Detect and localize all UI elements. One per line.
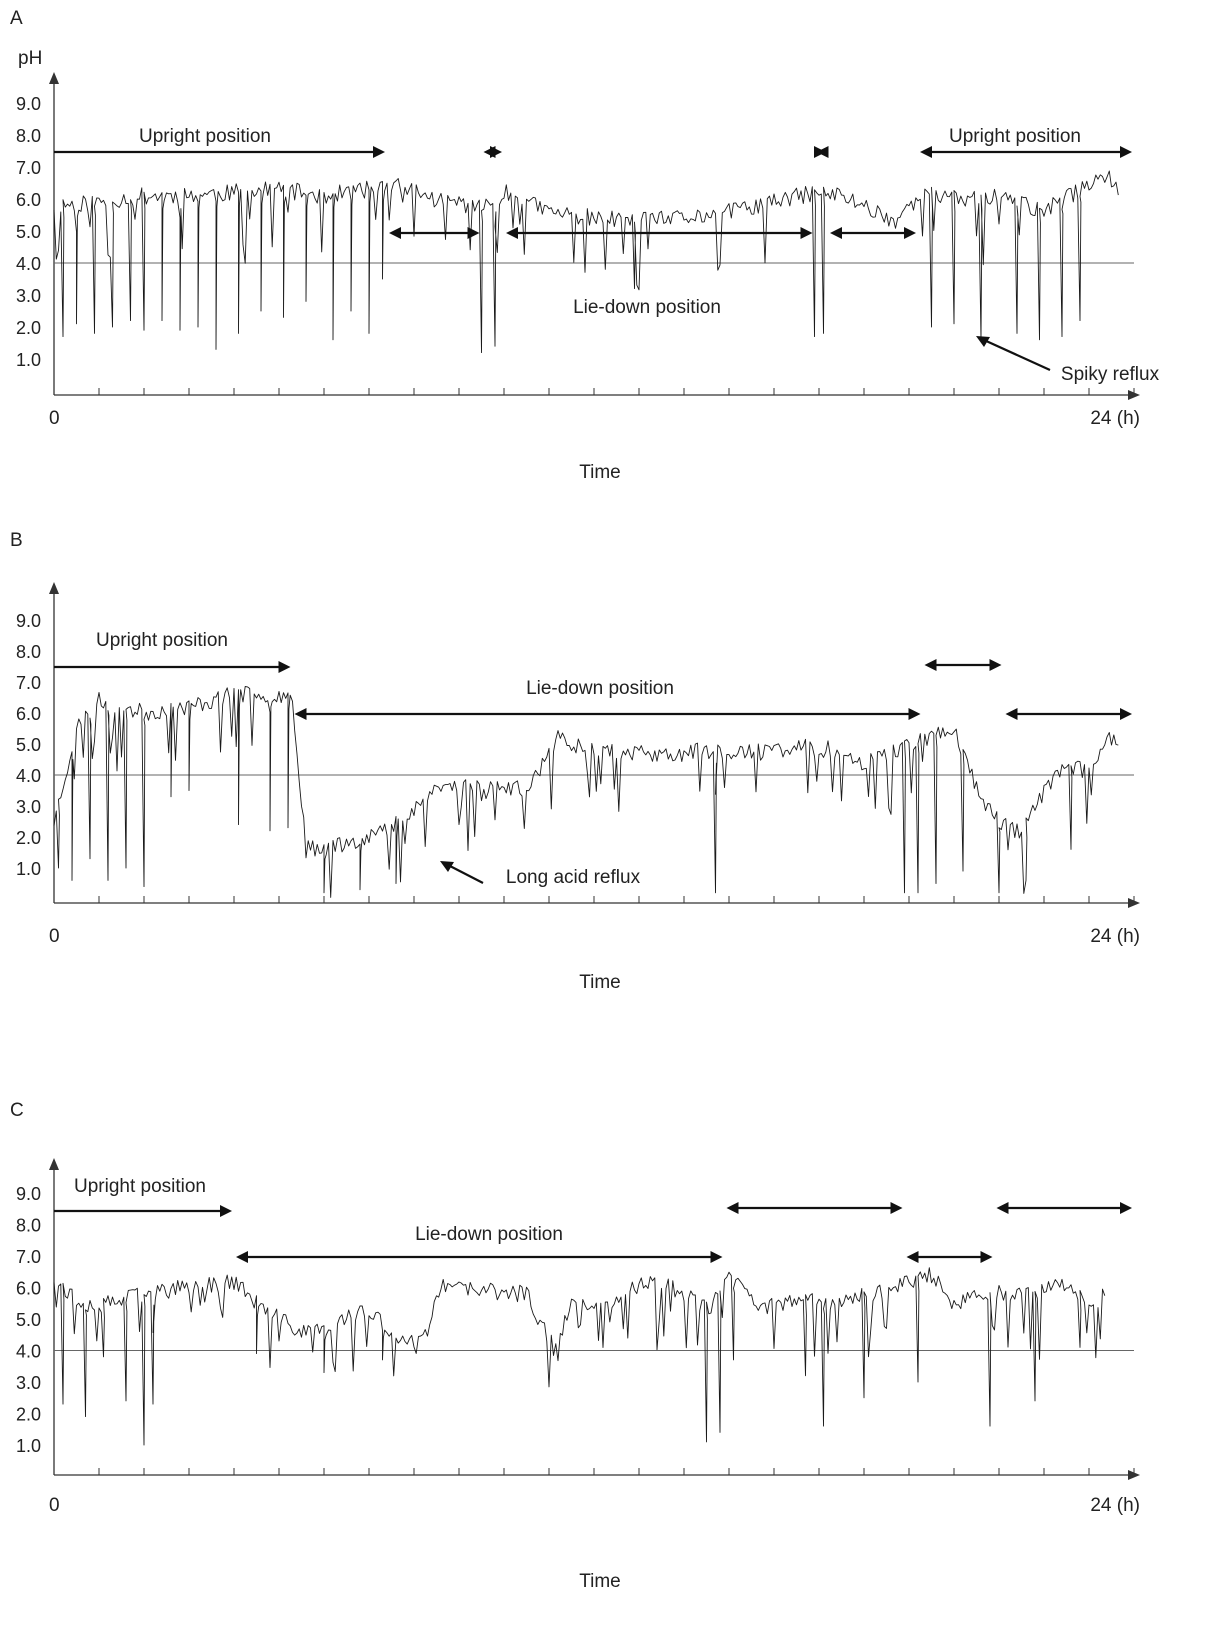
x-axis-label: Time bbox=[579, 972, 621, 993]
panel-letter: B bbox=[10, 530, 23, 551]
arrowhead bbox=[996, 1202, 1009, 1214]
arrowhead bbox=[373, 146, 385, 158]
y-tick-label: 4.0 bbox=[16, 766, 41, 786]
y-axis-arrowhead bbox=[49, 582, 59, 594]
annotation-pointer-head bbox=[440, 861, 454, 872]
y-tick-label: 4.0 bbox=[16, 254, 41, 274]
annotation-label: Lie-down position bbox=[573, 297, 721, 318]
y-tick-label: 7.0 bbox=[16, 673, 41, 693]
arrowhead bbox=[980, 1251, 993, 1263]
arrowhead bbox=[1120, 1202, 1132, 1214]
x-end-label: 24 (h) bbox=[1090, 1495, 1140, 1516]
arrowhead bbox=[906, 1251, 919, 1263]
y-tick-label: 6.0 bbox=[16, 704, 41, 724]
arrowhead bbox=[278, 661, 291, 673]
annotation-label: Upright position bbox=[139, 126, 271, 147]
ph-trace-chart-a: 9.0 8.0 7.0 6.0 5.0 4.0 3.0 2.0 1.0 pH 0 24 (h) Time… bbox=[16, 48, 1160, 483]
y-tick-label: 9.0 bbox=[16, 94, 41, 114]
annotation-label: Upright position bbox=[96, 630, 228, 651]
arrowhead bbox=[890, 1202, 903, 1214]
annotation-label: Spiky reflux bbox=[1061, 364, 1160, 385]
x-end-label: 24 (h) bbox=[1090, 408, 1140, 429]
y-tick-label: 2.0 bbox=[16, 318, 41, 338]
arrowhead bbox=[904, 227, 916, 239]
arrowhead bbox=[920, 146, 932, 158]
y-tick-label: 4.0 bbox=[16, 1342, 41, 1362]
arrowhead bbox=[830, 227, 842, 239]
y-tick-label: 8.0 bbox=[16, 126, 41, 146]
panel-a: A 9.0 8.0 7.0 6.0 5.0 4.0 3.0 2.0 1.0 pH 0 24 (h) Ti… bbox=[0, 8, 1225, 508]
arrowhead bbox=[483, 146, 496, 158]
y-axis-arrowhead bbox=[49, 72, 59, 84]
arrowhead bbox=[220, 1205, 232, 1217]
ph-trace bbox=[53, 170, 1119, 354]
annotation-label: Upright position bbox=[949, 126, 1081, 147]
annotation-pointer bbox=[983, 338, 1051, 372]
y-axis-arrowhead bbox=[49, 1158, 59, 1170]
arrowhead bbox=[989, 659, 1002, 671]
x-axis-label: Time bbox=[579, 462, 621, 483]
y-tick-label: 1.0 bbox=[16, 859, 41, 879]
y-tick-label: 3.0 bbox=[16, 797, 41, 817]
arrowhead bbox=[924, 659, 937, 671]
y-tick-label: 9.0 bbox=[16, 611, 41, 631]
y-tick-label: 5.0 bbox=[16, 222, 41, 242]
y-tick-label: 2.0 bbox=[16, 828, 41, 848]
y-axis-label: pH bbox=[18, 48, 42, 69]
arrowhead bbox=[710, 1251, 723, 1263]
annotation-pointer-head bbox=[976, 336, 990, 347]
x-axis-label: Time bbox=[579, 1571, 621, 1592]
arrowhead bbox=[816, 146, 829, 158]
arrowhead bbox=[908, 708, 921, 720]
arrowhead bbox=[1120, 708, 1132, 720]
x-start-label: 0 bbox=[49, 926, 60, 947]
ph-trace bbox=[53, 686, 1119, 898]
y-tick-label: 3.0 bbox=[16, 1373, 41, 1393]
arrowhead bbox=[800, 227, 813, 239]
y-tick-label: 7.0 bbox=[16, 1247, 41, 1267]
y-tick-label: 1.0 bbox=[16, 350, 41, 370]
y-tick-label: 9.0 bbox=[16, 1184, 41, 1204]
arrowhead bbox=[294, 708, 307, 720]
panel-letter: C bbox=[10, 1100, 24, 1121]
arrowhead bbox=[236, 1251, 248, 1263]
ph-trace-chart-c: 9.0 8.0 7.0 6.0 5.0 4.0 3.0 2.0 1.0 0 24 (h) Time Up… bbox=[16, 1158, 1140, 1592]
arrowhead bbox=[1005, 708, 1018, 720]
annotation-label: Long acid reflux bbox=[506, 867, 641, 888]
panel-c: C 9.0 8.0 7.0 6.0 5.0 4.0 3.0 2.0 1.0 0 24 (h) Time… bbox=[0, 1100, 1225, 1625]
arrowhead bbox=[726, 1202, 739, 1214]
y-tick-label: 8.0 bbox=[16, 642, 41, 662]
ph-trace bbox=[53, 1267, 1106, 1446]
annotation-label: Upright position bbox=[74, 1176, 206, 1197]
y-tick-label: 7.0 bbox=[16, 158, 41, 178]
arrowhead bbox=[467, 227, 480, 239]
y-tick-label: 5.0 bbox=[16, 1310, 41, 1330]
y-tick-label: 1.0 bbox=[16, 1436, 41, 1456]
arrowhead bbox=[506, 227, 518, 239]
y-tick-label: 8.0 bbox=[16, 1216, 41, 1236]
arrowhead bbox=[389, 227, 401, 239]
ph-trace-chart-b: 9.0 8.0 7.0 6.0 5.0 4.0 3.0 2.0 1.0 0 24 (h) Time Up… bbox=[16, 582, 1140, 993]
x-start-label: 0 bbox=[49, 408, 60, 429]
panel-letter: A bbox=[10, 8, 23, 29]
annotation-pointer bbox=[447, 864, 484, 884]
x-start-label: 0 bbox=[49, 1495, 60, 1516]
arrowhead bbox=[1120, 146, 1132, 158]
y-tick-label: 2.0 bbox=[16, 1405, 41, 1425]
y-tick-label: 5.0 bbox=[16, 735, 41, 755]
annotation-label: Lie-down position bbox=[526, 678, 674, 699]
y-tick-label: 3.0 bbox=[16, 286, 41, 306]
y-tick-label: 6.0 bbox=[16, 1279, 41, 1299]
y-tick-label: 6.0 bbox=[16, 190, 41, 210]
annotation-label: Lie-down position bbox=[415, 1224, 563, 1245]
panel-b: B 9.0 8.0 7.0 6.0 5.0 4.0 3.0 2.0 1.0 0 24 (h) Time… bbox=[0, 530, 1225, 1000]
x-end-label: 24 (h) bbox=[1090, 926, 1140, 947]
